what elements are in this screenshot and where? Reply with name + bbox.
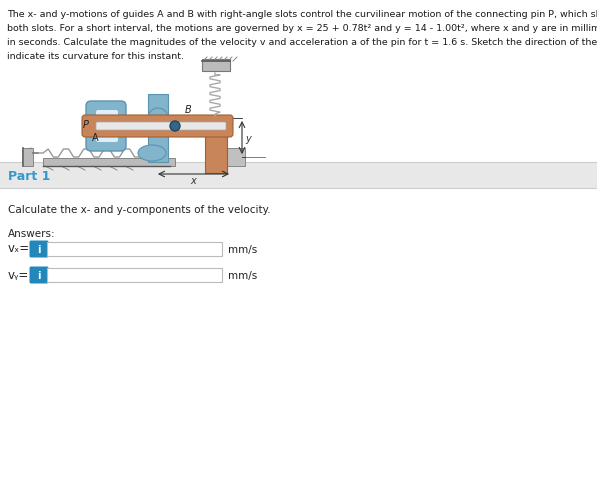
Bar [43,159,175,167]
Circle shape [148,109,168,129]
Text: both slots. For a short interval, the motions are governed by x = 25 + 0.78t² an: both slots. For a short interval, the mo… [7,24,597,33]
Text: Calculate the x- and y-components of the velocity.: Calculate the x- and y-components of the… [8,204,270,214]
Bar [47,269,222,283]
Text: A: A [92,133,99,143]
Bar [202,60,230,72]
FancyBboxPatch shape [96,123,226,131]
Text: B: B [185,105,192,115]
Text: Part 1: Part 1 [8,169,50,182]
Bar [112,119,124,131]
Bar [47,242,222,257]
Bar [0,163,597,188]
FancyBboxPatch shape [82,116,233,138]
Bar [0,0,597,188]
Bar [0,188,597,501]
Circle shape [170,122,180,132]
Text: indicate its curvature for this instant.: indicate its curvature for this instant. [7,52,184,61]
Text: The x- and y-motions of guides A and B with right-angle slots control the curvil: The x- and y-motions of guides A and B w… [7,10,597,19]
Bar [218,149,245,167]
Text: in seconds. Calculate the magnitudes of the velocity v and acceleration a of the: in seconds. Calculate the magnitudes of … [7,38,597,47]
FancyBboxPatch shape [29,241,48,258]
Bar [205,119,227,174]
Text: vₓ=: vₓ= [8,242,30,255]
Text: i: i [37,271,41,281]
Text: y: y [245,133,251,143]
Text: mm/s: mm/s [228,244,257,255]
Text: mm/s: mm/s [228,271,257,281]
Text: Answers:: Answers: [8,228,56,238]
Text: i: i [37,244,41,255]
Ellipse shape [138,146,166,162]
FancyBboxPatch shape [86,102,126,152]
Bar [148,95,168,163]
FancyBboxPatch shape [29,267,48,284]
Bar [23,149,33,167]
FancyBboxPatch shape [96,111,118,143]
Text: P: P [83,120,89,130]
Text: vᵧ=: vᵧ= [8,268,29,281]
Text: x: x [190,176,196,186]
